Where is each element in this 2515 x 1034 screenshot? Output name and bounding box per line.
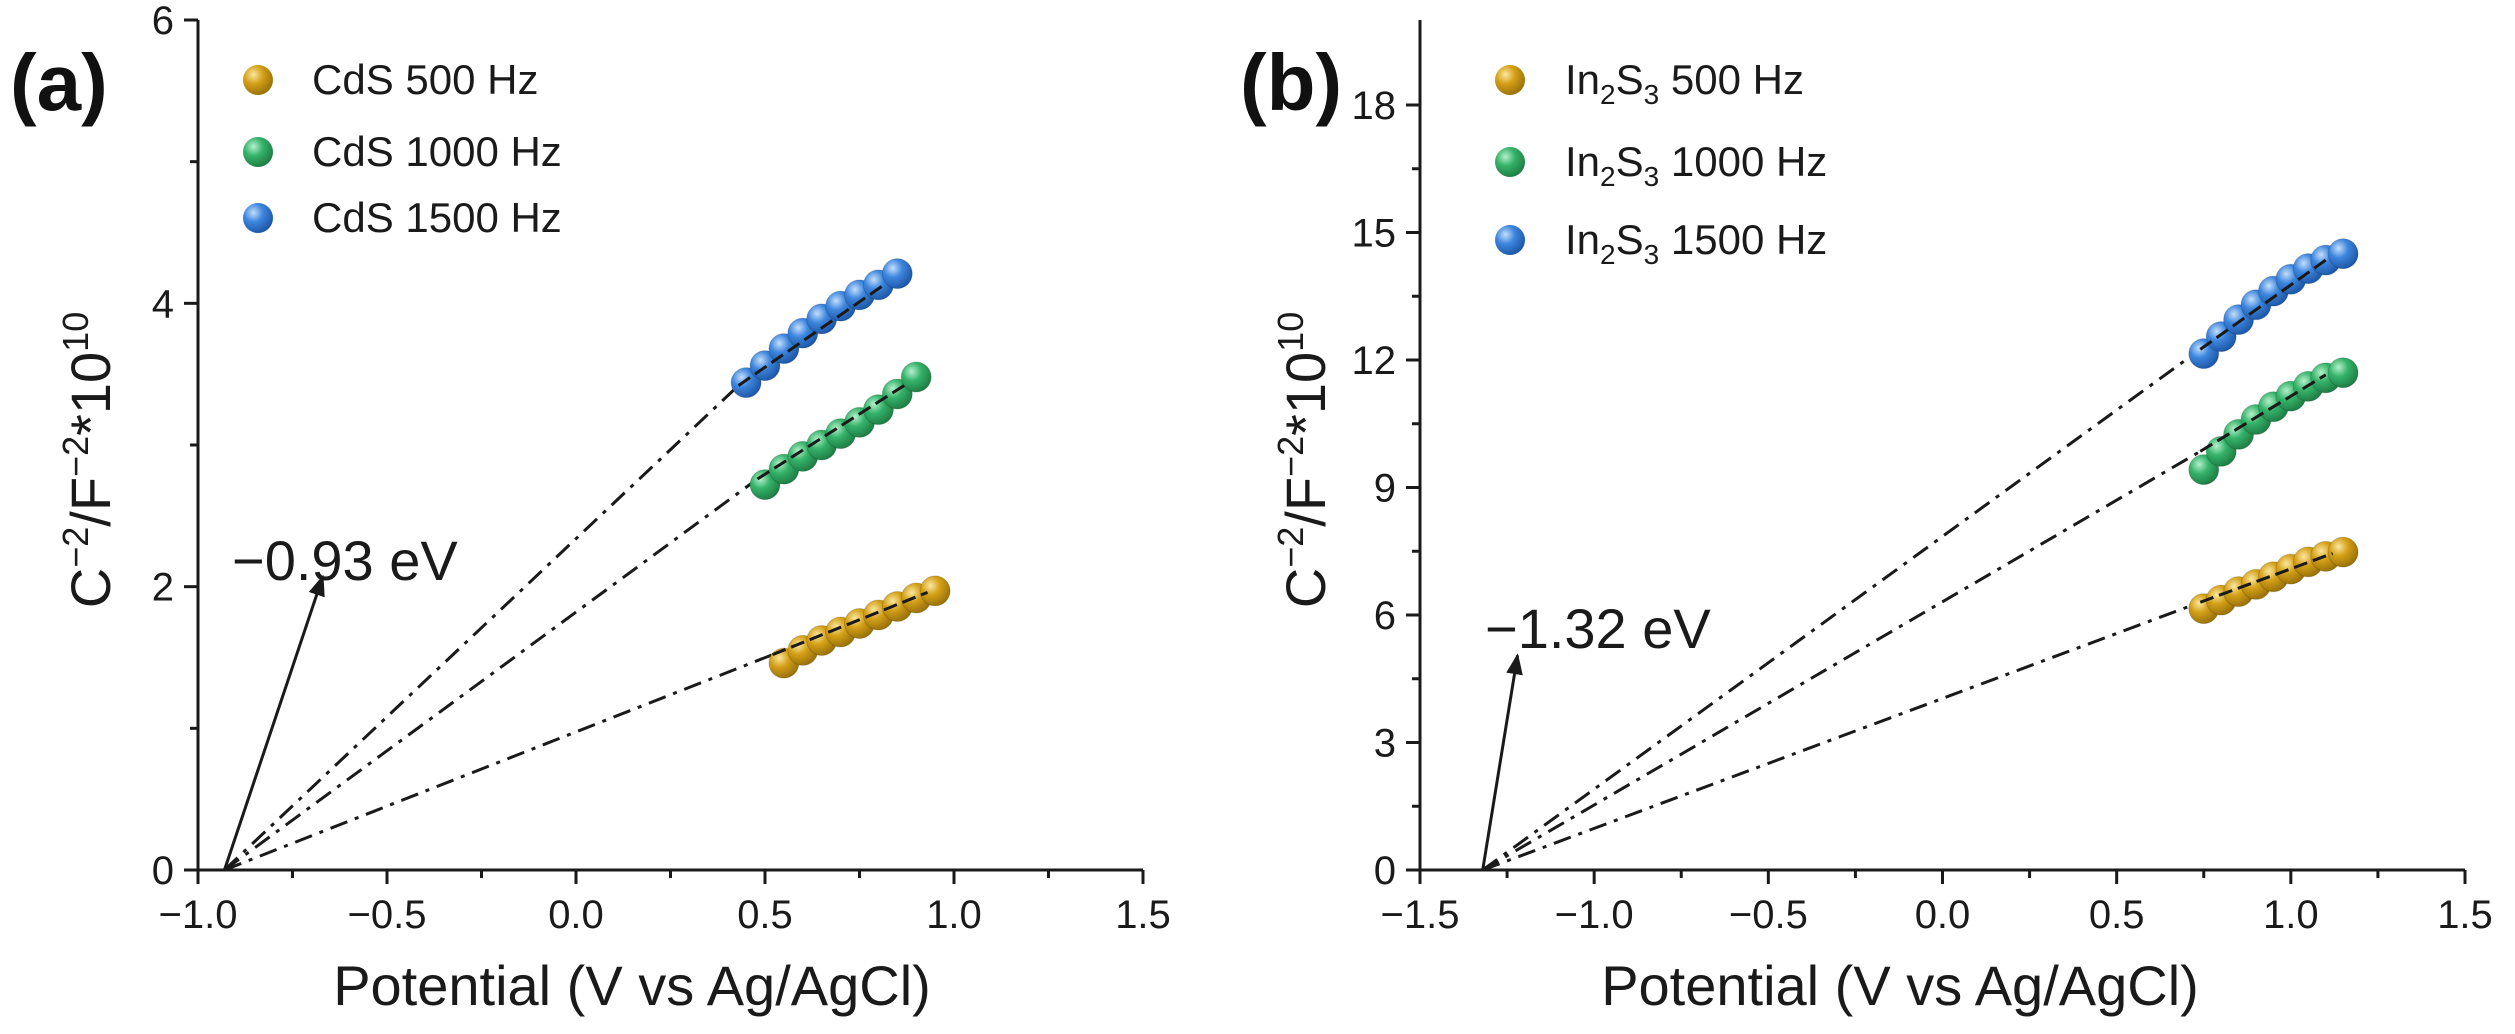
- x-tick-label: 1.0: [926, 893, 982, 937]
- x-tick-label: 0.5: [737, 893, 793, 937]
- panel-a-annotation: −0.93 eV: [232, 529, 458, 592]
- panel-a-legend: CdS 500 Hz CdS 1000 Hz CdS 1500 Hz: [243, 56, 562, 241]
- panel-a-ylabel: C−2/F−2*1010: [55, 312, 122, 608]
- x-tick-label: −0.5: [348, 893, 427, 937]
- x-tick-label: −0.5: [1729, 893, 1808, 937]
- x-tick-label: 0.5: [2089, 893, 2145, 937]
- y-tick-label: 0: [1374, 849, 1396, 893]
- x-tick-label: −1.0: [159, 893, 238, 937]
- panel-a-xlabel: Potential (V vs Ag/AgCl): [333, 954, 931, 1017]
- extrapolation-line: [1481, 348, 2202, 872]
- annotation-arrow: [1481, 653, 1523, 871]
- legend-label-cds-1000: CdS 1000 Hz: [312, 128, 562, 175]
- fit-line: [2199, 373, 2327, 453]
- panel-b-axes: −1.5 −1.0 −0.5 0.0 0.5 1.0 1.5 0 3 6 9 12 15 18: [1352, 20, 2493, 937]
- extrapolation-line: [1481, 450, 2202, 872]
- fit-line: [2199, 258, 2327, 351]
- legend-marker-in2s3-500: [1495, 65, 1525, 95]
- y-tick-label: 0: [152, 849, 174, 893]
- legend-marker-in2s3-1500: [1495, 225, 1525, 255]
- panel-a: (a) −1.0 −0.5 0.0 0.5 1.0 1.5 0 2 4 6 Potential (…: [10, 0, 1171, 1017]
- panel-a-axes: −1.0 −0.5 0.0 0.5 1.0 1.5 0 2 4 6: [152, 0, 1171, 937]
- y-tick-label: 9: [1374, 467, 1396, 511]
- y-tick-label: 12: [1352, 339, 1397, 383]
- extrapolation-line: [223, 477, 759, 872]
- legend-label-cds-500: CdS 500 Hz: [312, 56, 538, 103]
- annotation-arrow: [223, 574, 325, 871]
- legend-label-in2s3-500: In2S3 500 Hz: [1565, 56, 1804, 110]
- data-point: [2327, 536, 2359, 568]
- y-tick-label: 18: [1352, 84, 1397, 128]
- legend-marker-cds-1000: [243, 137, 273, 167]
- x-tick-label: 1.5: [2437, 893, 2493, 937]
- x-tick-label: 1.0: [2263, 893, 2319, 937]
- y-tick-label: 2: [152, 566, 174, 610]
- y-tick-label: 6: [152, 0, 174, 43]
- panel-b-legend: In2S3 500 Hz In2S3 1000 Hz In2S3 1500 Hz: [1495, 56, 1827, 270]
- data-point: [881, 258, 913, 290]
- panel-b-label: (b): [1240, 38, 1342, 127]
- legend-label-in2s3-1500: In2S3 1500 Hz: [1565, 216, 1827, 270]
- fit-line: [756, 381, 910, 481]
- extrapolation-line: [223, 384, 740, 872]
- panel-b-ylabel: C−2/F−2*1010: [1270, 312, 1337, 608]
- x-tick-label: −1.0: [1555, 893, 1634, 937]
- fit-line: [2199, 551, 2334, 604]
- panel-b-xlabel: Potential (V vs Ag/AgCl): [1601, 954, 2199, 1017]
- y-tick-label: 4: [152, 282, 174, 326]
- extrapolation-line: [1482, 600, 2201, 872]
- legend-marker-cds-1500: [243, 203, 273, 233]
- panel-b-annotation: −1.32 eV: [1485, 597, 1711, 660]
- x-tick-label: 0.0: [548, 893, 604, 937]
- y-tick-label: 3: [1374, 722, 1396, 766]
- panel-b: (b) −1.5 −1.0 −0.5 0.0 0.5 1.0 1.5 0 3 6 9 12 15 18 P…: [1240, 20, 2493, 1017]
- x-tick-label: 1.5: [1115, 893, 1171, 937]
- panel-b-plot: [1481, 238, 2359, 872]
- legend-label-in2s3-1000: In2S3 1000 Hz: [1565, 138, 1827, 192]
- legend-label-cds-1500: CdS 1500 Hz: [312, 194, 562, 241]
- extrapolation-line: [223, 653, 774, 872]
- y-tick-label: 6: [1374, 594, 1396, 638]
- panel-a-label: (a): [10, 38, 108, 127]
- data-point: [900, 361, 932, 393]
- y-tick-label: 15: [1352, 212, 1397, 256]
- x-tick-label: 0.0: [1915, 893, 1971, 937]
- legend-marker-in2s3-1000: [1495, 147, 1525, 177]
- fit-line: [737, 282, 887, 387]
- data-point: [2327, 238, 2359, 270]
- fit-line: [772, 590, 929, 657]
- x-tick-label: −1.5: [1381, 893, 1460, 937]
- legend-marker-cds-500: [243, 65, 273, 95]
- data-point: [2327, 357, 2359, 389]
- panel-a-plot: [223, 258, 951, 872]
- data-point: [919, 575, 951, 607]
